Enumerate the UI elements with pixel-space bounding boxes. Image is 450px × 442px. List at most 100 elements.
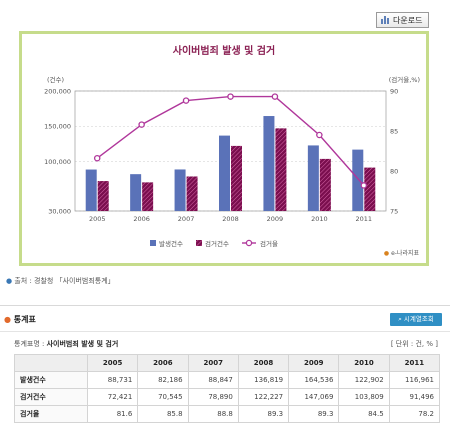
legend-label: 발생건수 <box>159 239 183 248</box>
table-row: 발생건수 88,731 82,186 88,847 136,819 164,536 122,… <box>14 371 441 389</box>
unit-label: [ 단위 : 건, % ] <box>390 340 438 348</box>
table-row-label: 검거율 <box>14 405 88 423</box>
section-title: 통계표 <box>13 315 36 324</box>
table-cell: 88.8 <box>187 405 239 423</box>
x-tick-label: 2008 <box>222 215 239 223</box>
bar-arrests <box>186 176 198 211</box>
x-tick-label: 2006 <box>133 215 150 223</box>
y-tick-label: 30,000 <box>48 207 71 215</box>
y2-tick-label: 75 <box>390 207 398 215</box>
chart-panel: 사이버범죄 발생 및 검거 30,000 100,000 150,000 200,00… <box>19 31 429 266</box>
legend-swatch-occurrences <box>150 240 156 246</box>
table-cell: 85.8 <box>137 405 189 423</box>
bar-arrests <box>364 167 376 211</box>
table-cell: 89.3 <box>288 405 340 423</box>
brand-logo: ● e-나라지표 <box>383 250 419 257</box>
line-point <box>316 131 323 139</box>
table-cell: 81.6 <box>86 405 139 423</box>
bar-occurrences <box>130 174 142 211</box>
y2-tick-label: 80 <box>390 167 398 175</box>
trend-query-label: 시계열조회 <box>403 315 434 323</box>
table-cell: 122,902 <box>338 371 390 389</box>
bar-occurrences <box>307 145 319 211</box>
table-cell: 89.3 <box>237 405 290 423</box>
table-cell: 84.5 <box>338 405 390 423</box>
section-header: ● 통계표 <box>4 314 36 325</box>
table-column-header: 2011 <box>388 354 441 372</box>
table-cell: 88,847 <box>187 371 239 389</box>
legend-marker-rate <box>245 239 253 247</box>
x-tick-label: 2010 <box>311 215 328 223</box>
section-divider <box>0 305 450 306</box>
table-row: 검거건수 72,421 70,545 78,890 122,227 147,069 103,… <box>14 388 441 406</box>
source-text: 출처 : 경찰청 「사이버범죄통계」 <box>14 277 115 285</box>
bar-arrests <box>275 128 287 211</box>
bullet-icon: ● <box>6 277 13 285</box>
x-tick-label: 2009 <box>267 215 284 223</box>
table-column-header: 2010 <box>338 354 390 372</box>
line-point <box>271 93 279 100</box>
table-cell: 103,809 <box>338 388 390 406</box>
table-column-header: 2007 <box>187 354 239 372</box>
brand-label: e-나라지표 <box>391 250 419 257</box>
y2-tick-label: 90 <box>390 87 398 95</box>
download-button-label: 다운로드 <box>393 16 423 25</box>
stats-table: 2005 2006 2007 2008 2009 2010 2011 발생건수 88,731 8… <box>14 354 441 423</box>
table-row-label: 발생건수 <box>14 371 88 389</box>
trend-query-button[interactable]: ⌕ 시계열조회 <box>390 313 442 326</box>
bar-occurrences <box>174 169 186 211</box>
line-point <box>93 154 101 162</box>
table-cell: 82,186 <box>137 371 189 389</box>
plot-frame <box>74 90 387 212</box>
y-tick-label: 200,000 <box>44 87 71 95</box>
table-column-header: 2005 <box>86 354 139 372</box>
bar-arrests <box>97 181 109 211</box>
bar-arrests <box>231 145 242 211</box>
chart-canvas: 30,000 100,000 150,000 200,000 75 80 85 90 (건수) (… <box>44 75 420 248</box>
legend-label: 검거건수 <box>205 239 229 248</box>
table-cell: 116,961 <box>388 371 441 389</box>
section-divider-2 <box>0 331 450 332</box>
table-cell: 72,421 <box>86 388 139 406</box>
table-row: 검거율 81.6 85.8 88.8 89.3 89.3 84.5 78.2 <box>14 405 441 423</box>
x-tick-label: 2011 <box>356 215 373 223</box>
table-cell: 78,890 <box>187 388 239 406</box>
chart-download-icon <box>381 16 390 24</box>
table-column-header: 2006 <box>137 354 189 372</box>
download-button[interactable]: 다운로드 <box>376 12 429 28</box>
bar-occurrences <box>85 169 97 211</box>
line-point <box>138 121 145 128</box>
table-cell: 91,496 <box>388 388 441 406</box>
table-cell: 136,819 <box>237 371 290 389</box>
bar-arrests <box>319 158 331 211</box>
y-axis-label: (건수) <box>47 75 64 84</box>
x-tick-label: 2007 <box>178 215 195 223</box>
source-note: ● 출처 : 경찰청 「사이버범죄통계」 <box>6 276 115 286</box>
table-column-header: 2009 <box>288 354 340 372</box>
table-cell: 164,536 <box>288 371 340 389</box>
y-tick-label: 100,000 <box>44 158 71 166</box>
y2-tick-label: 85 <box>390 127 398 135</box>
table-name-value: 사이버범죄 발생 및 검거 <box>46 340 119 348</box>
chart-title: 사이버범죄 발생 및 검거 <box>172 46 276 57</box>
table-cell: 78.2 <box>388 405 441 423</box>
bar-occurrences <box>219 135 230 211</box>
x-tick-label: 2005 <box>89 215 106 223</box>
bar-occurrences <box>263 116 275 211</box>
line-point <box>182 97 190 104</box>
table-row-label: 검거건수 <box>14 388 88 406</box>
bar-arrests <box>142 182 154 211</box>
table-name: 통계표명 : 사이버범죄 발생 및 검거 <box>14 339 118 349</box>
line-point <box>360 182 368 189</box>
table-corner-cell <box>14 354 88 372</box>
table-column-header: 2008 <box>237 354 290 372</box>
table-cell: 122,227 <box>237 388 290 406</box>
table-name-prefix: 통계표명 : <box>14 340 45 348</box>
table-header-row: 2005 2006 2007 2008 2009 2010 2011 <box>14 354 441 372</box>
magnifier-icon: ⌕ <box>398 315 402 323</box>
bar-occurrences <box>352 149 364 211</box>
y2-axis-label: (검거율,%) <box>389 75 420 84</box>
legend-swatch-arrests <box>196 240 202 246</box>
section-bullet-icon: ● <box>4 315 11 324</box>
table-cell: 70,545 <box>137 388 189 406</box>
